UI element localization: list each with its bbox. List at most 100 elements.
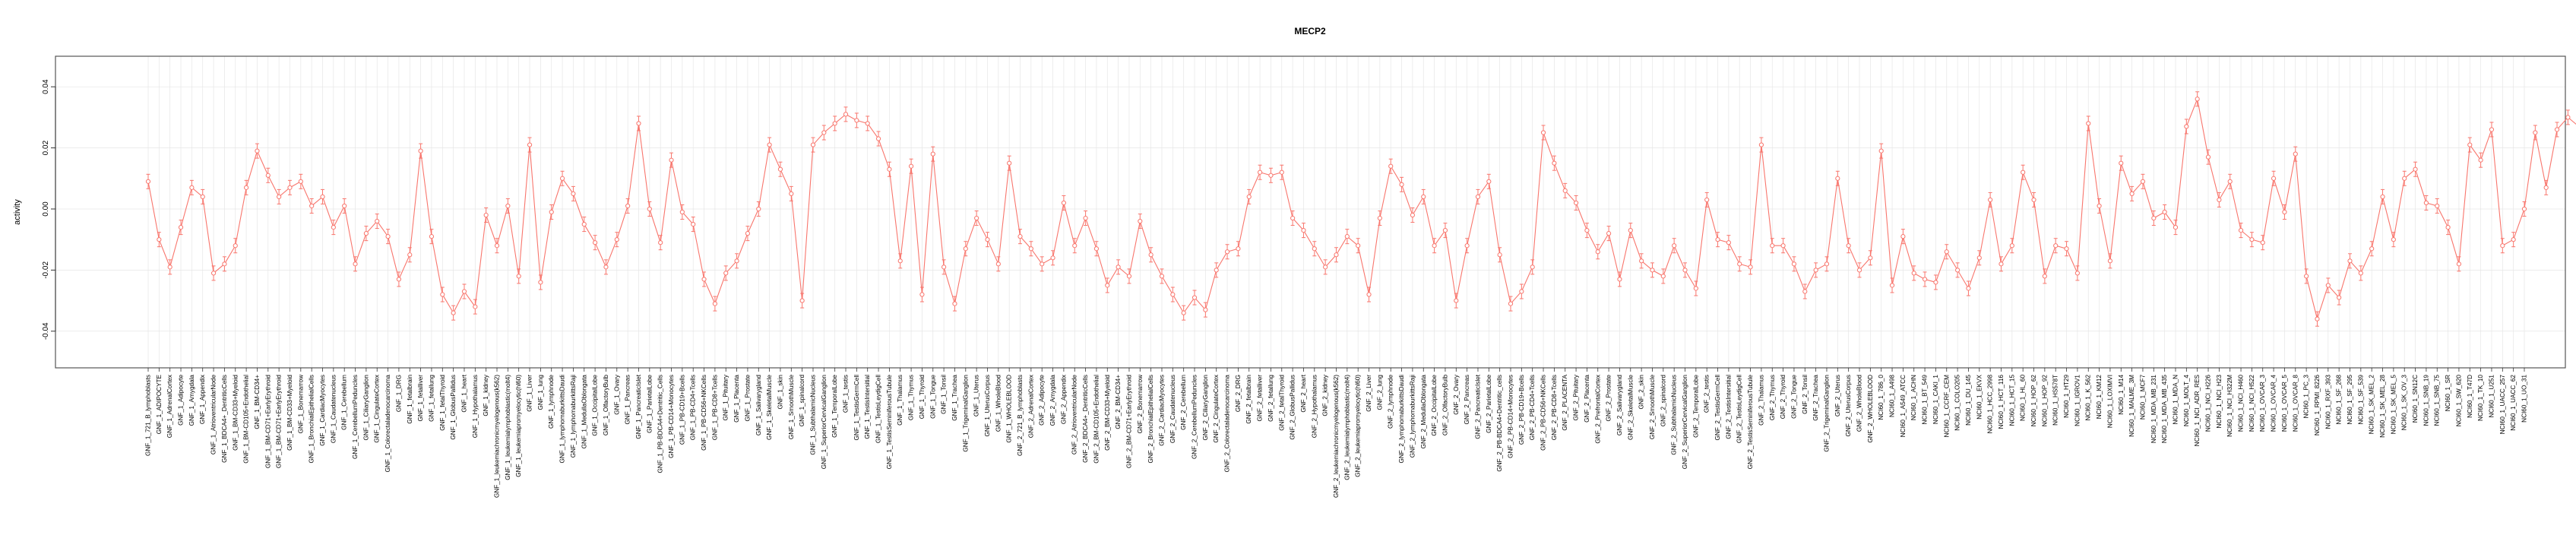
x-tick-label: GNF_2_TrigeminalGanglion bbox=[1823, 375, 1830, 452]
x-tick-label: GNF_1_Cerebellum bbox=[341, 375, 348, 430]
x-tick-label: GNF_2_WHOLEBLOOD bbox=[1867, 375, 1874, 443]
data-point bbox=[1290, 215, 1296, 221]
data-point bbox=[1889, 283, 1895, 288]
data-point bbox=[2119, 160, 2124, 166]
x-tick-label: GNF_1_OccipitalLobe bbox=[592, 375, 599, 436]
x-tick-label: GNF_2_TestisLeydigCell bbox=[1736, 375, 1743, 443]
data-point bbox=[1966, 286, 1971, 291]
x-tick-label: NCI60_1_MDA_N bbox=[2172, 375, 2179, 425]
data-point bbox=[494, 243, 500, 249]
x-tick-label: GNF_2_lymphomaburkittsDaudi bbox=[1398, 375, 1405, 464]
data-point bbox=[1998, 261, 2004, 267]
x-tick-label: GNF_2_UterusCorpus bbox=[1845, 375, 1852, 436]
data-point bbox=[1344, 234, 1350, 239]
x-tick-label: GNF_2_Salivarygland bbox=[1616, 375, 1623, 436]
data-point bbox=[363, 231, 369, 236]
x-tick-label: GNF_2_Tonsil bbox=[1802, 375, 1809, 414]
x-tick-label: GNF_2_skin bbox=[1638, 375, 1645, 410]
data-point bbox=[2238, 228, 2244, 233]
data-point bbox=[2129, 191, 2135, 196]
data-point bbox=[145, 179, 151, 184]
data-point bbox=[2445, 224, 2451, 230]
x-tick-label: NCI60_1_CCRF_CEM bbox=[1943, 375, 1950, 438]
x-tick-label: GNF_1_Amygdala bbox=[188, 375, 195, 426]
data-point bbox=[679, 209, 685, 215]
x-tick-label: NCI60_1_RPMI_8226 bbox=[2314, 375, 2321, 436]
x-tick-label: GNF_1_fetalbrain bbox=[407, 375, 413, 424]
data-point bbox=[2260, 240, 2265, 245]
data-point bbox=[2282, 209, 2287, 215]
data-point bbox=[2009, 243, 2014, 249]
data-point bbox=[2347, 258, 2353, 264]
x-tick-label: NCI60_1_OVCAR_4 bbox=[2271, 375, 2277, 432]
x-tick-label: GNF_2_721_B_lymphoblasts bbox=[1017, 375, 1024, 456]
y-axis: -0.04 -0.02 0.00 0.02 0.04 bbox=[42, 79, 56, 340]
x-tick-label: GNF_2_Bonemarrow bbox=[1137, 375, 1144, 433]
x-tick-label: GNF_2_Thyroid bbox=[1780, 375, 1786, 420]
data-point bbox=[2107, 258, 2113, 264]
data-point bbox=[1770, 243, 1775, 249]
x-tick-label: GNF_2_SmoothMuscle bbox=[1649, 375, 1656, 440]
x-tick-label: GNF_2_BM-CD34+ bbox=[1115, 375, 1122, 429]
x-tick-label: NCI60_1_SN12C bbox=[2412, 375, 2419, 423]
x-tick-label: NCI60_1_MALME_3M bbox=[2128, 375, 2135, 437]
x-tick-label: GNF_1_SuperiorCervicalGanglion bbox=[821, 375, 828, 470]
x-tick-label: GNF_1_fetalliver bbox=[417, 375, 424, 422]
x-tick-label: GNF_2_SkeletalMuscle bbox=[1627, 375, 1634, 440]
data-point bbox=[1279, 169, 1284, 175]
data-point bbox=[451, 310, 456, 315]
data-point bbox=[963, 246, 968, 252]
data-point bbox=[1366, 292, 1372, 297]
data-point bbox=[505, 203, 511, 209]
data-point bbox=[298, 179, 303, 184]
x-tick-label: GNF_2_BM-CD71+EarlyErythroid bbox=[1125, 375, 1132, 469]
data-point bbox=[1846, 243, 1851, 249]
data-point bbox=[1410, 212, 1416, 218]
data-point bbox=[723, 271, 729, 276]
x-tick-label: GNF_2_TemporalLobe bbox=[1692, 375, 1699, 438]
x-tick-label: GNF_1_Ovary bbox=[613, 374, 620, 415]
x-tick-label: NCI60_1_HL_60 bbox=[2020, 375, 2027, 421]
data-point bbox=[2249, 237, 2255, 242]
data-point bbox=[1323, 264, 1328, 270]
x-tick-label: GNF_1_Thymus bbox=[908, 375, 915, 420]
data-point bbox=[189, 185, 195, 190]
data-point bbox=[2423, 200, 2429, 206]
series-line-group bbox=[145, 91, 2576, 327]
x-tick-label: GNF_2_BM-CD105+Endothelial bbox=[1093, 375, 1100, 464]
x-tick-label: NCI60_1_SF_295 bbox=[2347, 375, 2353, 425]
data-point bbox=[571, 191, 576, 196]
data-point bbox=[2543, 185, 2549, 190]
x-tick-label: GNF_2_Tongue bbox=[1790, 375, 1797, 419]
data-point bbox=[2565, 115, 2571, 120]
x-tick-label: GNF_2_CerebellumPeduncles bbox=[1191, 375, 1198, 459]
x-tick-label: GNF_1_TrigeminalGanglion bbox=[962, 375, 969, 452]
data-point bbox=[1301, 228, 1306, 233]
data-point bbox=[1758, 142, 1764, 147]
data-point bbox=[1268, 173, 1274, 178]
x-tick-label: GNF_2_Trachea bbox=[1812, 375, 1819, 421]
data-point bbox=[342, 203, 347, 209]
data-point bbox=[2162, 209, 2167, 215]
x-tick-label: NCI60_1_K_562 bbox=[2085, 375, 2092, 421]
data-point bbox=[2533, 130, 2538, 135]
data-point bbox=[1835, 176, 1840, 181]
x-tick-label: GNF_2_PancreaticIslet bbox=[1474, 374, 1481, 439]
data-point bbox=[2500, 243, 2505, 249]
data-point bbox=[1933, 280, 1938, 285]
x-tick-label: NCI60_1_U251 bbox=[2488, 375, 2495, 418]
data-point bbox=[1715, 237, 1720, 242]
x-tick-label: GNF_1_BM-CD105+Endothelial bbox=[243, 375, 250, 464]
data-point bbox=[2435, 203, 2440, 209]
data-point bbox=[2391, 237, 2396, 242]
x-tick-label: NCI60_1_BT_549 bbox=[1922, 375, 1929, 425]
x-tick-label: NCI60_1_A549_ATCC bbox=[1900, 375, 1907, 437]
data-point bbox=[930, 151, 935, 157]
data-point bbox=[429, 234, 435, 239]
x-tick-label: GNF_2_PB-CD19+Bcells bbox=[1518, 375, 1525, 445]
data-point bbox=[2217, 197, 2222, 203]
data-point bbox=[1824, 261, 1830, 267]
x-tick-label: GNF_2_Pituitary bbox=[1573, 374, 1580, 420]
x-tick-label: NCI60_1_UACC_62 bbox=[2510, 375, 2517, 431]
